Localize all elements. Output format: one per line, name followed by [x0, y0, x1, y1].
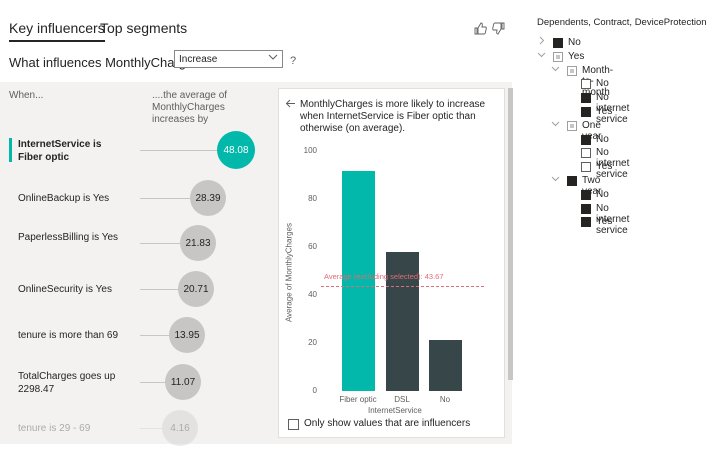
question-prefix: What influences MonthlyCharges to: [9, 55, 215, 70]
slicer-checkbox[interactable]: [581, 203, 591, 214]
increase-decrease-dropdown[interactable]: Increase: [174, 50, 283, 68]
slicer-checkbox[interactable]: [581, 148, 591, 159]
slicer-checkbox[interactable]: [581, 217, 591, 228]
slicer-checkbox[interactable]: [567, 120, 577, 131]
average-reference-line: [321, 286, 484, 288]
slicer-checkbox[interactable]: [581, 107, 591, 117]
influencer-connector: [140, 428, 162, 429]
influencer-value-bubble[interactable]: 28.39: [190, 180, 226, 216]
slicer-checkbox[interactable]: [581, 79, 591, 90]
slicer-checkbox[interactable]: [567, 176, 577, 186]
chart-y-tick-label: 80: [308, 194, 317, 203]
slicer-checkbox[interactable]: [581, 93, 591, 104]
influencer-value-bubble[interactable]: 11.07: [165, 364, 201, 400]
slicer-item-label: No: [596, 188, 609, 200]
only-influencers-label: Only show values that are influencers: [304, 418, 471, 429]
average-line-label: Average (excluding selected): 43.67: [324, 272, 444, 281]
slicer-item-label: No: [596, 133, 609, 145]
slicer-checkbox[interactable]: [567, 65, 577, 76]
tab-key-influencers-label: Key influencers: [9, 20, 105, 36]
chevron-down-icon[interactable]: [551, 174, 560, 185]
chart-y-tick-label: 20: [308, 338, 317, 347]
influencer-connector: [140, 150, 217, 151]
chart-y-tick-label: 60: [308, 242, 317, 251]
slicer-item-label: Yes: [596, 216, 613, 228]
influencer-connector: [140, 243, 180, 244]
slicer-title: Dependents, Contract, DeviceProtection: [537, 17, 707, 28]
thumbs-down-icon[interactable]: [492, 22, 505, 38]
influencer-label: tenure is 29 - 69: [18, 423, 91, 434]
influencer-label: OnlineSecurity is Yes: [18, 284, 112, 295]
slicer-item-label: No internet service: [596, 202, 630, 236]
slicer-checkbox[interactable]: [581, 189, 591, 200]
chart-y-axis-label: Average of MonthlyCharges: [284, 222, 294, 323]
tab-top-segments[interactable]: Top segments: [100, 20, 187, 36]
slicer-item-label: Yes: [596, 161, 613, 173]
influencer-value-bubble[interactable]: 13.95: [169, 317, 205, 353]
chart-y-tick-label: 0: [312, 386, 317, 395]
question-mark: ?: [290, 55, 297, 67]
influencer-connector: [140, 198, 190, 199]
influencer-value-bubble[interactable]: 20.71: [178, 271, 214, 307]
chart-x-axis-label: InternetService: [368, 406, 422, 415]
influencer-list-scrollbar[interactable]: [508, 88, 513, 380]
thumbs-up-icon[interactable]: [474, 22, 487, 38]
slicer-item-label: Two year: [582, 175, 602, 197]
slicer-item-label: No: [596, 78, 609, 90]
influencer-connector: [140, 382, 165, 383]
influencer-label: PaperlessBilling is Yes: [18, 232, 119, 243]
chart-y-tick-label: 40: [308, 290, 317, 299]
chevron-down-icon[interactable]: [551, 64, 560, 75]
slicer-item-label: Yes: [568, 50, 585, 62]
increase-column-header: ....the average of MonthlyCharges increa…: [152, 90, 228, 125]
slicer-checkbox[interactable]: [581, 134, 591, 145]
detail-title: MonthlyCharges is more likely to increas…: [300, 99, 486, 134]
chevron-down-icon[interactable]: [537, 50, 546, 61]
chart-y-tick-label: 100: [303, 146, 317, 155]
slicer-item-label: Yes: [596, 106, 613, 117]
tab-key-influencers[interactable]: Key influencers: [9, 20, 105, 42]
back-arrow-icon[interactable]: [285, 98, 296, 112]
slicer-item-label: No: [568, 37, 581, 48]
influencer-value-bubble[interactable]: 48.08: [217, 131, 255, 169]
influencer-value-bubble[interactable]: 21.83: [180, 225, 216, 261]
influencer-label: TotalCharges goes up 2298.47: [18, 371, 116, 395]
chart-x-tick-label: DSL: [394, 395, 410, 404]
influencer-label: tenure is more than 69: [18, 330, 119, 341]
chevron-down-icon[interactable]: [551, 119, 560, 130]
chart-x-tick-label: Fiber optic: [339, 395, 377, 404]
slicer-checkbox[interactable]: [553, 51, 563, 62]
tab-top-segments-label: Top segments: [100, 20, 188, 36]
slicer-checkbox[interactable]: [553, 38, 563, 48]
when-column-header: When...: [9, 90, 44, 101]
active-tab-underline: [9, 40, 105, 42]
selected-influencer-indicator: [9, 138, 12, 162]
chevron-down-icon: [268, 51, 278, 69]
only-influencers-checkbox[interactable]: [288, 419, 299, 430]
influencer-label: OnlineBackup is Yes: [18, 193, 110, 204]
chart-bar-no[interactable]: [428, 340, 462, 391]
chart-bar-dsl[interactable]: [385, 251, 419, 391]
slicer-item-label: No internet service: [596, 147, 630, 181]
influencer-value-bubble[interactable]: 4.16: [162, 410, 198, 446]
influencer-label: InternetService is Fiber optic: [18, 139, 102, 163]
influencer-connector: [140, 335, 169, 336]
slicer-item-label: One year: [582, 119, 602, 142]
dropdown-value: Increase: [179, 54, 218, 65]
influencer-connector: [140, 289, 178, 290]
chevron-right-icon[interactable]: [537, 36, 546, 47]
chart-bar-fiber-optic[interactable]: [341, 171, 375, 391]
slicer-item-label: No internet service: [596, 92, 630, 126]
chart-x-tick-label: No: [439, 395, 451, 404]
slicer-checkbox[interactable]: [581, 162, 591, 173]
